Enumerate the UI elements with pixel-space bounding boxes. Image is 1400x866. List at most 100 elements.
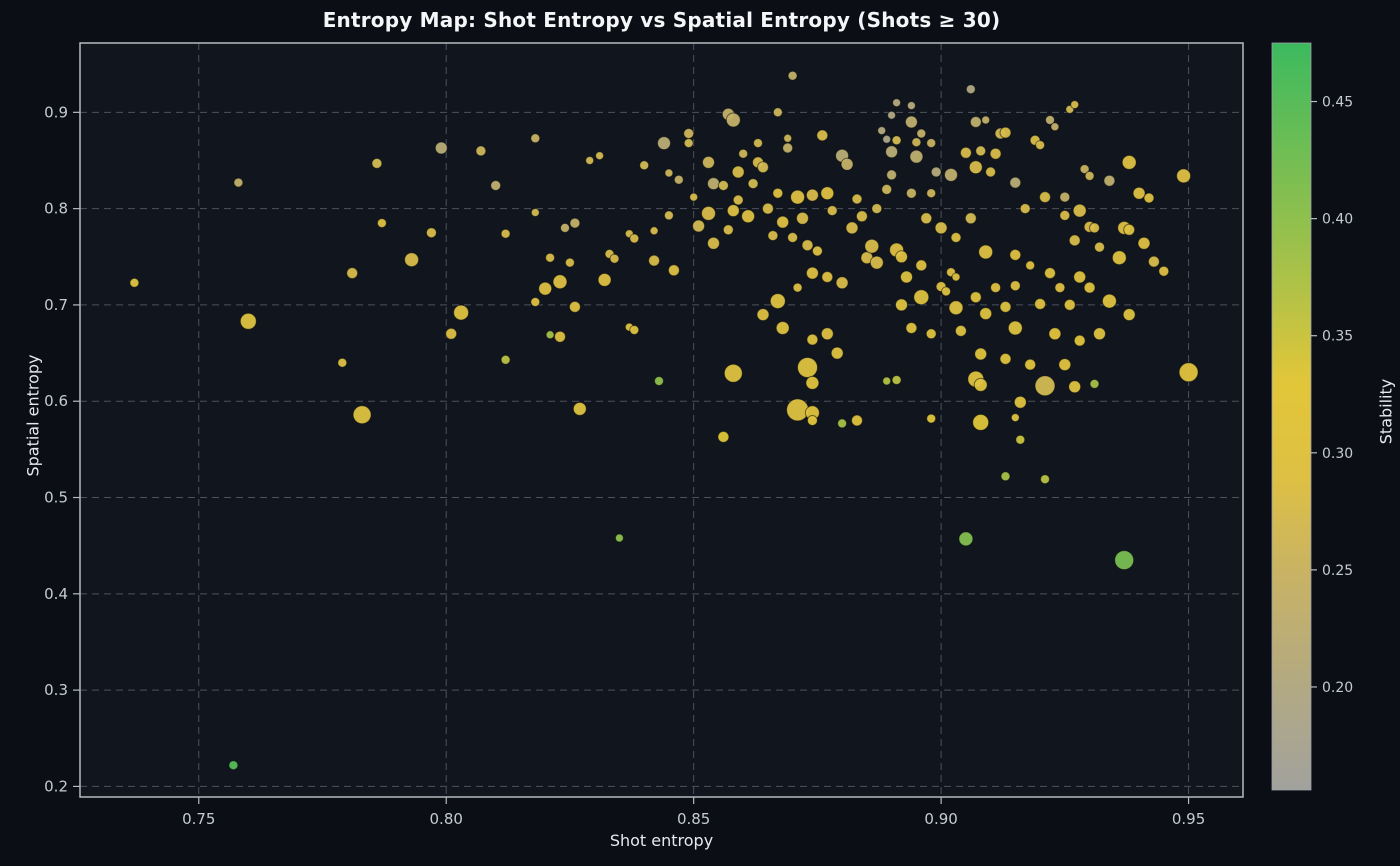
scatter-point — [1058, 358, 1072, 372]
scatter-point — [723, 363, 743, 383]
scatter-point — [554, 330, 566, 343]
scatter-point — [925, 328, 937, 340]
plot-frame — [79, 42, 1244, 798]
scatter-point — [692, 219, 706, 233]
scatter-point — [761, 202, 774, 215]
scatter-point — [882, 134, 892, 144]
scatter-point — [1084, 170, 1095, 181]
scatter-point — [445, 327, 458, 340]
scatter-point — [346, 267, 359, 280]
scatter-point — [820, 186, 835, 201]
scatter-point — [877, 126, 887, 136]
scatter-point — [1123, 223, 1136, 236]
scatter-point — [826, 205, 838, 217]
colorbar-label: Stability — [1376, 378, 1396, 445]
scatter-point — [944, 167, 958, 182]
scatter-point — [1176, 168, 1192, 184]
scatter-point — [891, 135, 902, 146]
scatter-point — [1015, 434, 1026, 445]
scatter-point — [981, 115, 991, 125]
scatter-point — [979, 307, 993, 321]
x-tick-label: 0.80 — [430, 810, 463, 828]
scatter-point — [806, 333, 819, 346]
x-axis-label: Shot entropy — [609, 831, 714, 850]
colorbar-tick-label: 0.40 — [1322, 212, 1353, 228]
scatter-point — [404, 252, 420, 268]
scatter-point — [840, 157, 854, 171]
scatter-point — [895, 298, 908, 312]
scatter-point — [1035, 140, 1046, 151]
scatter-point — [1101, 293, 1117, 309]
y-tick-label: 0.4 — [44, 585, 68, 603]
scatter-point — [1147, 255, 1160, 268]
scatter-point — [129, 277, 140, 288]
scatter-point — [796, 211, 809, 225]
scatter-point — [951, 272, 961, 282]
scatter-point — [969, 116, 982, 128]
scatter-point — [1045, 115, 1055, 125]
scatter-point — [1025, 260, 1036, 271]
scatter-point — [805, 188, 819, 202]
scatter-point — [1007, 320, 1023, 336]
scatter-point — [911, 137, 922, 148]
scatter-point — [948, 300, 964, 316]
scatter-point — [904, 115, 918, 129]
scatter-point — [595, 151, 605, 161]
scatter-point — [741, 209, 756, 224]
scatter-point — [999, 126, 1012, 139]
scatter-point — [376, 218, 387, 229]
scatter-point — [969, 291, 982, 304]
scatter-point — [805, 266, 819, 280]
x-tick-label: 0.75 — [182, 810, 215, 828]
x-tick-label: 0.95 — [1172, 810, 1205, 828]
scatter-point — [930, 166, 942, 178]
scatter-point — [916, 128, 927, 139]
scatter-point — [1083, 281, 1096, 294]
colorbar-tick-label: 0.45 — [1322, 95, 1353, 111]
scatter-point — [1178, 362, 1199, 383]
scatter-point — [629, 325, 640, 335]
scatter-point — [811, 245, 823, 257]
scatter-point — [891, 375, 902, 385]
scatter-point — [609, 253, 620, 264]
scatter-point — [855, 210, 868, 223]
scatter-point — [1089, 222, 1100, 234]
scatter-point — [786, 398, 810, 422]
scatter-point — [769, 293, 786, 310]
scatter-point — [701, 205, 716, 221]
scatter-point — [500, 354, 511, 365]
scatter-point — [775, 321, 790, 335]
scatter-point — [545, 252, 556, 263]
scatter-point — [689, 192, 699, 202]
scatter-point — [871, 203, 883, 215]
tick-marks — [73, 111, 1190, 804]
scatter-point — [707, 236, 720, 250]
scatter-point — [560, 222, 570, 233]
scatter-point — [552, 274, 568, 290]
scatter-point — [1054, 282, 1066, 294]
scatter-point — [1019, 203, 1031, 215]
scatter-point — [654, 376, 664, 386]
scatter-point — [569, 217, 581, 229]
scatter-point — [747, 178, 759, 190]
scatter-point — [753, 138, 763, 149]
scatter-point — [1137, 236, 1151, 250]
scatter-point — [975, 145, 987, 157]
scatter-point — [1079, 164, 1090, 175]
scatter-point — [649, 226, 659, 236]
scatter-point — [337, 357, 348, 368]
scatter-point — [732, 194, 744, 206]
scatter-point — [722, 224, 734, 236]
scatter-point — [851, 414, 863, 427]
scatter-point — [1068, 380, 1082, 394]
scatter-point — [882, 376, 892, 386]
scatter-point — [585, 156, 595, 165]
scatter-point — [683, 138, 694, 149]
scatter-point — [538, 281, 553, 296]
grid-lines — [80, 43, 1243, 797]
scatter-point — [1143, 192, 1155, 204]
scatter-point — [1009, 280, 1021, 292]
scatter-point — [530, 297, 541, 307]
scatter-point — [906, 101, 916, 111]
